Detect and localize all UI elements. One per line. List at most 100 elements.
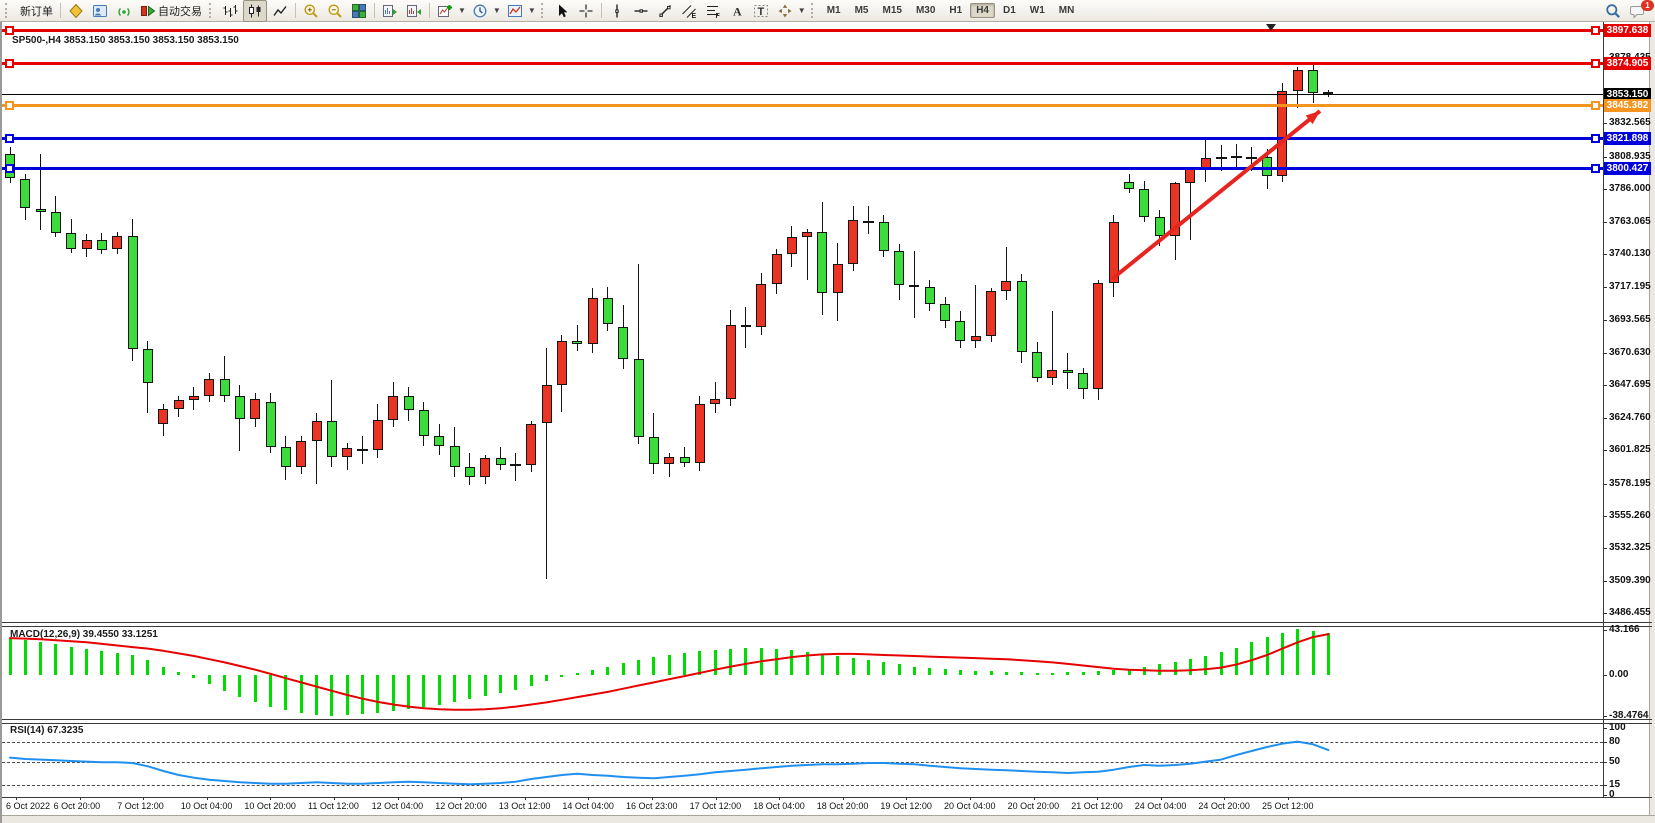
candle-body: [556, 340, 567, 385]
line-marker-left[interactable]: [5, 26, 14, 36]
main-panel-border: [2, 622, 1652, 623]
price-label-box: 3897.638: [1604, 24, 1651, 38]
price-tick-label: 3624.760: [1609, 411, 1651, 423]
candle-wick: [515, 452, 517, 481]
macd-histogram-bar: [698, 650, 702, 675]
timeframe-button-h1[interactable]: H1: [949, 5, 963, 16]
price-tick: [1603, 483, 1607, 485]
macd-histogram-bar: [315, 675, 319, 716]
macd-histogram-bar: [652, 657, 656, 675]
candle-wick: [684, 446, 686, 467]
price-label-box: 3874.905: [1604, 56, 1651, 70]
price-line-pivot-orange[interactable]: [2, 103, 1603, 107]
rsi-tick-label: 15: [1609, 778, 1621, 790]
arrows-icon[interactable]: [774, 1, 796, 21]
macd-histogram-bar: [39, 642, 43, 675]
candle-body: [940, 303, 951, 321]
timeframe-button-mn[interactable]: MN: [1058, 5, 1075, 16]
add-indicator-icon[interactable]: [434, 1, 456, 21]
candle-body: [771, 254, 782, 285]
tile-windows-icon[interactable]: [348, 1, 370, 21]
timeframe-button-h4[interactable]: H4: [970, 3, 995, 18]
timeframe-button-m1[interactable]: M1: [826, 5, 841, 16]
line-chart-icon[interactable]: [269, 1, 291, 21]
search-icon[interactable]: [1602, 1, 1624, 21]
line-marker-right[interactable]: [1591, 58, 1600, 68]
price-line-resistance-upper[interactable]: [2, 29, 1603, 33]
price-line-resistance[interactable]: [2, 61, 1603, 65]
macd-histogram-bar: [299, 675, 303, 713]
macd-histogram-bar: [820, 653, 824, 675]
line-marker-left[interactable]: [5, 58, 14, 68]
line-marker-right[interactable]: [1591, 164, 1600, 174]
chart-template-dropdown-icon[interactable]: ▼: [527, 6, 536, 15]
line-marker-right[interactable]: [1591, 26, 1600, 36]
candle-wick: [668, 452, 670, 477]
candle-body: [802, 231, 813, 238]
chart-shift-marker[interactable]: [1266, 24, 1276, 31]
time-axis-tick: [715, 797, 717, 800]
rsi-tick-label: 0: [1609, 789, 1615, 800]
notifications-icon[interactable]: 1: [1626, 0, 1654, 21]
price-tick: [1603, 580, 1607, 582]
line-marker-left[interactable]: [5, 100, 14, 110]
candlestick-chart-icon[interactable]: [243, 0, 267, 22]
text-label-icon[interactable]: T: [750, 1, 772, 21]
trend-arrow-head[interactable]: [1305, 111, 1320, 125]
chart-template-icon[interactable]: [504, 1, 526, 21]
step-chart-icon[interactable]: [403, 1, 425, 21]
autotrade-button[interactable]: 自动交易: [137, 1, 205, 21]
time-axis-tick: [270, 797, 272, 800]
time-axis-label: 25 Oct 12:00: [1262, 801, 1314, 811]
price-tick-label: 3509.390: [1609, 574, 1651, 586]
period-selector-dropdown-icon[interactable]: ▼: [492, 6, 501, 15]
timeframe-button-m15[interactable]: M15: [882, 5, 902, 16]
period-selector-icon[interactable]: [469, 1, 491, 21]
new-order-button[interactable]: 新订单: [15, 1, 56, 21]
price-line-current-price[interactable]: [2, 93, 1603, 95]
text-icon[interactable]: A: [726, 1, 748, 21]
bar-chart-icon[interactable]: [219, 1, 241, 21]
timeframe-button-d1[interactable]: D1: [1003, 5, 1016, 16]
price-tick: [1603, 548, 1607, 550]
equidistant-channel-icon[interactable]: E: [678, 1, 700, 21]
arrows-dropdown-icon[interactable]: ▼: [797, 6, 806, 15]
time-axis-label: 20 Oct 20:00: [1007, 801, 1060, 811]
profile-charts-icon[interactable]: [379, 1, 401, 21]
price-line-support-upper[interactable]: [2, 136, 1603, 140]
rsi-tick: [1603, 795, 1607, 796]
macd-histogram-bar: [882, 662, 886, 675]
data-window-icon[interactable]: [89, 1, 111, 21]
candle-body: [127, 235, 138, 350]
candle-body: [50, 211, 61, 234]
fibonacci-icon[interactable]: F: [702, 1, 724, 21]
timeframe-button-w1[interactable]: W1: [1029, 5, 1045, 16]
line-marker-left[interactable]: [5, 133, 14, 143]
candle-body: [1108, 221, 1119, 283]
macd-histogram-bar: [759, 647, 763, 675]
time-axis-tick: [524, 797, 526, 800]
time-axis-tick: [652, 797, 653, 800]
add-indicator-dropdown-icon[interactable]: ▼: [458, 6, 466, 15]
macd-histogram-bar: [453, 675, 457, 703]
candle-body: [1124, 182, 1135, 190]
line-marker-right[interactable]: [1591, 133, 1600, 143]
zoom-in-icon[interactable]: [300, 1, 322, 21]
vertical-line-icon[interactable]: [606, 1, 628, 21]
time-axis-label: 18 Oct 20:00: [816, 801, 869, 811]
price-line-support-lower[interactable]: [2, 167, 1603, 171]
zoom-out-icon[interactable]: [324, 1, 346, 21]
signal-icon[interactable]: [113, 1, 135, 21]
horizontal-line-icon[interactable]: [630, 1, 652, 21]
market-watch-icon[interactable]: [65, 1, 87, 21]
crosshair-icon[interactable]: [575, 1, 597, 21]
line-marker-right[interactable]: [1591, 100, 1600, 110]
trendline-icon[interactable]: [654, 1, 676, 21]
candle-body: [1001, 281, 1012, 292]
timeframe-button-m30[interactable]: M30: [915, 5, 936, 16]
price-tick-label: 3763.065: [1609, 215, 1651, 227]
cursor-icon[interactable]: [551, 1, 573, 21]
timeframe-button-m5[interactable]: M5: [854, 5, 869, 16]
line-marker-left[interactable]: [5, 164, 14, 174]
macd-histogram-bar: [958, 669, 962, 675]
